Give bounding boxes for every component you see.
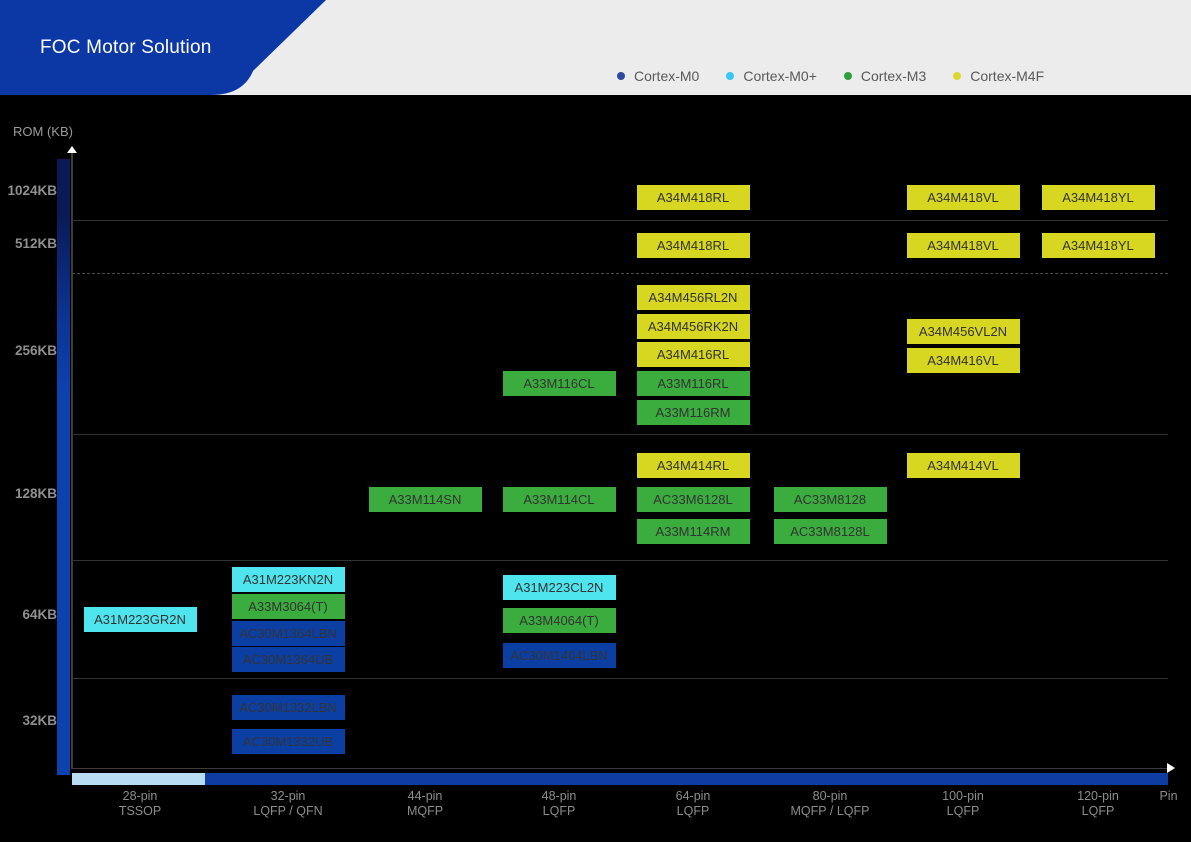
- chip-box: A33M114SN: [368, 487, 482, 512]
- legend-label: Cortex-M0: [634, 68, 700, 84]
- chip-box: AC30M1364LBN: [231, 621, 345, 646]
- row-separator-line: [72, 434, 1168, 435]
- chip-box: A34M418VL: [906, 185, 1020, 210]
- chip-box: AC33M8128L: [773, 519, 887, 544]
- y-tick-label: 1024KB: [7, 183, 57, 198]
- row-separator-line: [72, 220, 1168, 221]
- y-tick-label: 32KB: [22, 713, 57, 728]
- chip-box: AC30M1464LBN: [502, 643, 616, 668]
- x-tick-label: 120-pin LQFP: [1077, 789, 1119, 818]
- legend-label: Cortex-M3: [860, 68, 927, 84]
- chip-box: A33M114CL: [502, 487, 616, 512]
- header: FOC Motor Solution Cortex-M0 Cortex-M0+ Co…: [0, 0, 1191, 95]
- legend-item-m4f: Cortex-M4F: [953, 68, 1044, 84]
- legend-item-m0: Cortex-M0: [617, 68, 699, 84]
- x-tick-label: 64-pin LQFP: [675, 789, 711, 818]
- header-banner: [0, 0, 326, 95]
- chip-box: A34M418VL: [906, 233, 1020, 258]
- chip-box: A33M3064(T): [231, 594, 345, 619]
- chip-box: A34M414RL: [636, 453, 750, 478]
- legend-label: Cortex-M0+: [743, 68, 817, 84]
- chip-box: AC30M1332LBN: [231, 695, 345, 720]
- chip-box: AC30M1332UB: [231, 729, 345, 754]
- chip-box: A33M116RL: [636, 371, 750, 396]
- m0-dot-icon: [617, 72, 625, 80]
- chip-box: A34M416RL: [636, 342, 750, 367]
- y-axis-arrow-icon: [67, 146, 77, 153]
- m0p-dot-icon: [726, 72, 735, 80]
- legend-item-m0p: Cortex-M0+: [726, 68, 817, 84]
- chip-box: A34M456VL2N: [906, 319, 1020, 344]
- page-title: FOC Motor Solution: [40, 37, 212, 58]
- legend-label: Cortex-M4F: [970, 68, 1045, 84]
- x-tick-label: 48-pin LQFP: [541, 789, 577, 818]
- x-tick-label: 80-pin MQFP / LQFP: [790, 789, 870, 818]
- chip-box: AC33M6128L: [636, 487, 750, 512]
- y-tick-label: 64KB: [22, 607, 57, 622]
- x-axis-bar-highlight: [72, 773, 205, 785]
- y-axis-line: [71, 153, 73, 769]
- chip-box: AC33M8128: [773, 487, 887, 512]
- y-tick-label: 256KB: [14, 343, 57, 358]
- x-tick-label: 32-pin LQFP / QFN: [253, 789, 323, 818]
- m4f-dot-icon: [953, 72, 962, 80]
- x-axis-title: Pin: [1159, 789, 1178, 803]
- chip-box: A34M416VL: [906, 348, 1020, 373]
- rom-gradient-bar: [57, 159, 70, 775]
- x-tick-label: 44-pin MQFP: [406, 789, 444, 818]
- chip-box: A31M223CL2N: [502, 575, 616, 600]
- chip-box: A33M116CL: [502, 371, 616, 396]
- chart-area: ROM (KB) Pin 1024KB 512KB 256KB 128KB 64KB 32…: [0, 95, 1191, 842]
- legend: Cortex-M0 Cortex-M0+ Cortex-M3 Cortex-M4F: [617, 62, 1044, 90]
- chip-box: A33M114RM: [636, 519, 750, 544]
- chip-box: A34M456RL2N: [636, 285, 750, 310]
- chip-box: A34M456RK2N: [636, 314, 750, 339]
- chip-box: A34M418RL: [636, 185, 750, 210]
- chip-box: A34M418YL: [1041, 233, 1155, 258]
- y-tick-label: 512KB: [14, 236, 57, 251]
- chip-box: A33M116RM: [636, 400, 750, 425]
- chip-box: A31M223GR2N: [83, 607, 197, 632]
- legend-item-m3: Cortex-M3: [843, 68, 927, 84]
- chip-box: A34M418RL: [636, 233, 750, 258]
- chip-box: A34M418YL: [1041, 185, 1155, 210]
- x-tick-label: 28-pin TSSOP: [118, 789, 162, 818]
- chip-box: A31M223KN2N: [231, 567, 345, 592]
- m3-dot-icon: [843, 72, 852, 80]
- row-separator-line: [72, 560, 1168, 561]
- row-separator-line: [72, 678, 1168, 679]
- y-axis-title: ROM (KB): [13, 124, 73, 139]
- y-tick-label: 128KB: [14, 486, 57, 501]
- chip-box: A33M4064(T): [502, 608, 616, 633]
- chip-box: A34M414VL: [906, 453, 1020, 478]
- x-axis-line: [72, 768, 1170, 769]
- x-axis-arrow-icon: [1167, 763, 1175, 773]
- x-tick-label: 100-pin LQFP: [942, 789, 984, 818]
- chip-box: AC30M1364UB: [231, 647, 345, 672]
- x-axis-bar: [205, 773, 1168, 785]
- row-separator-line: [72, 273, 1168, 274]
